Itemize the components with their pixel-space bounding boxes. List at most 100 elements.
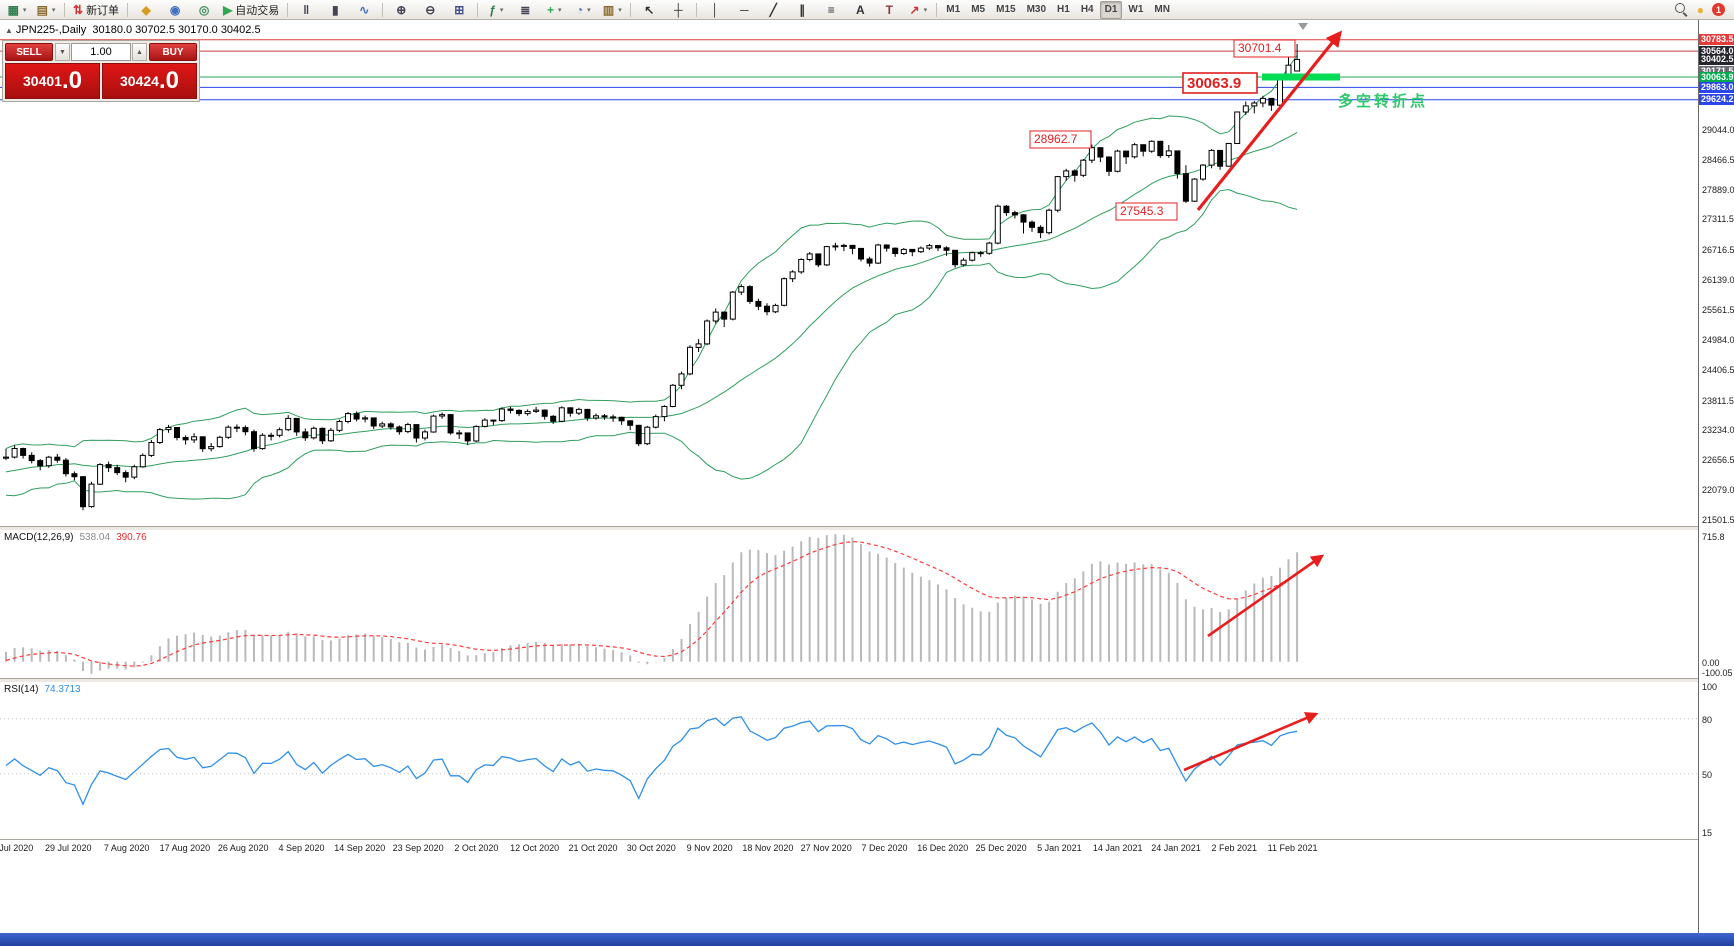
- new-chart-icon[interactable]: ▦ ▾: [3, 0, 31, 19]
- bar-chart-mode-icon: ‖: [303, 2, 310, 17]
- macd-trend-arrow[interactable]: [1207, 554, 1325, 638]
- autotrading-button: ▶: [223, 2, 233, 17]
- macd-chart: [5, 534, 1325, 674]
- turning-point-text[interactable]: 多空转折点: [1338, 92, 1428, 110]
- price-scale[interactable]: 29044.0 28466.5 27889.0 27311.5 26716.5 26139…: [1698, 20, 1734, 933]
- timeframe-m1[interactable]: M1: [946, 4, 961, 15]
- horizontal-line-icon[interactable]: ─: [730, 0, 758, 19]
- candlestick-chart[interactable]: 30701.4 30063.9 28962.7 27545.3 多空转折点: [0, 20, 1698, 526]
- dropdown-arrow-icon[interactable]: ▾: [618, 6, 622, 14]
- candlestick-mode-icon[interactable]: ▮: [321, 0, 349, 19]
- timeframe-w1[interactable]: W1: [1128, 4, 1144, 15]
- timeframe-m15[interactable]: M15: [996, 4, 1016, 15]
- objects-list-icon[interactable]: ≣: [511, 0, 539, 19]
- zoom-in-icon[interactable]: ⊕: [387, 0, 415, 19]
- cursor-icon: ↖: [644, 2, 655, 17]
- dropdown-arrow-icon[interactable]: ▾: [51, 6, 56, 14]
- chart-shift-marker[interactable]: [1298, 23, 1308, 30]
- toolbar-separator: [696, 2, 698, 17]
- volume-input[interactable]: [71, 43, 131, 61]
- svg-text:30701.4: 30701.4: [1238, 41, 1282, 55]
- rsi-label: RSI(14) 74.3713: [4, 684, 81, 695]
- dropdown-arrow-icon[interactable]: ▾: [587, 6, 591, 14]
- arrows-tool-icon[interactable]: ↗ ▾: [904, 0, 932, 19]
- new-order-button[interactable]: ⇅ 新订单: [69, 0, 123, 19]
- toolbar-separator: [127, 2, 129, 17]
- volume-decrease-button[interactable]: ▼: [55, 43, 70, 61]
- vertical-line-icon[interactable]: │: [701, 0, 729, 19]
- price-marker: 30783.5: [1699, 34, 1734, 46]
- timeframe-h4[interactable]: H4: [1080, 4, 1094, 15]
- notification-badge[interactable]: 1: [1712, 3, 1725, 16]
- main-chart-plot[interactable]: 30701.4 30063.9 28962.7 27545.3 多空转折点: [0, 20, 1698, 526]
- date-axis[interactable]: 20 Jul 2020 29 Jul 2020 7 Aug 2020 17 Aug 2…: [0, 839, 1698, 858]
- tile-windows-icon[interactable]: ⊞: [445, 0, 473, 19]
- search-icon[interactable]: [1674, 2, 1689, 17]
- bid-price[interactable]: 30401.0: [5, 63, 100, 99]
- dropdown-arrow-icon[interactable]: ▾: [923, 6, 928, 14]
- price-marker: 30063.9: [1699, 71, 1734, 83]
- rsi-value: 74.3713: [44, 684, 81, 695]
- horizontal-lines[interactable]: [0, 39, 1698, 101]
- price-tick: 29044.0: [1702, 124, 1734, 135]
- text-icon[interactable]: A: [846, 0, 874, 19]
- rsi-panel[interactable]: RSI(14) 74.3713: [0, 682, 1698, 838]
- indicators-icon[interactable]: ƒ ▾: [482, 0, 510, 19]
- fibonacci-icon[interactable]: ≡: [817, 0, 845, 19]
- date-tick: 24 Jan 2021: [1151, 843, 1201, 853]
- community-icon[interactable]: ●: [1696, 2, 1704, 17]
- templates-icon[interactable]: ▥ ▾: [598, 0, 626, 19]
- periods-icon[interactable]: ◔ ▾: [569, 0, 597, 19]
- macd-panel[interactable]: MACD(12,26,9) 538.04 390.76: [0, 530, 1698, 678]
- ask-price[interactable]: 30424.0: [102, 63, 197, 99]
- bollinger-bands: [5, 55, 1298, 500]
- new-chart-icon: ▦: [7, 2, 19, 17]
- dropdown-arrow-icon[interactable]: ▾: [22, 6, 27, 14]
- data-window-icon[interactable]: ◉: [161, 0, 189, 19]
- strategy-tester-icon[interactable]: ◎: [190, 0, 218, 19]
- line-chart-mode-icon: ∿: [359, 2, 370, 17]
- dropdown-arrow-icon[interactable]: ▾: [558, 6, 562, 14]
- dropdown-arrow-icon[interactable]: ▾: [499, 6, 504, 14]
- line-chart-mode-icon[interactable]: ∿: [350, 0, 378, 19]
- cursor-icon[interactable]: ↖: [635, 0, 663, 19]
- volume-increase-button[interactable]: ▲: [132, 43, 147, 61]
- timeframe-mn[interactable]: MN: [1154, 4, 1170, 15]
- date-tick: 5 Jan 2021: [1037, 843, 1082, 853]
- profiles-icon[interactable]: ▤ ▾: [32, 0, 60, 19]
- crosshair-icon[interactable]: ┼: [664, 0, 692, 19]
- price-tick: 24406.5: [1702, 364, 1734, 375]
- sell-button[interactable]: SELL: [5, 43, 53, 61]
- zoom-out-icon[interactable]: ⊖: [416, 0, 444, 19]
- autotrading-button[interactable]: ▶ 自动交易: [219, 0, 283, 19]
- date-tick: 27 Nov 2020: [800, 843, 852, 853]
- timeframe-h1[interactable]: H1: [1057, 4, 1070, 15]
- trendline-icon[interactable]: ╱: [759, 0, 787, 19]
- mql5-market-icon[interactable]: ◆: [132, 0, 160, 19]
- price-tick: 715.8: [1702, 532, 1725, 542]
- horizontal-line-icon: ─: [740, 2, 749, 17]
- timeframe-d1[interactable]: D1: [1099, 0, 1123, 19]
- buy-button[interactable]: BUY: [149, 43, 197, 61]
- price-tick: 26716.5: [1702, 245, 1734, 256]
- price-tick: 28466.5: [1702, 154, 1734, 165]
- channel-icon[interactable]: ∥: [788, 0, 816, 19]
- templates-icon: ▥: [602, 2, 615, 17]
- add-indicator-icon[interactable]: + ▾: [540, 0, 568, 19]
- zoom-out-icon: ⊖: [425, 2, 436, 17]
- one-click-trading-panel: SELL ▼ ▲ BUY 30401.0 30424.0: [2, 40, 200, 102]
- price-tick: 23811.5: [1702, 395, 1734, 406]
- channel-icon: ∥: [799, 2, 806, 17]
- one-click-collapse-icon[interactable]: ▲: [5, 26, 13, 35]
- trend-arrow[interactable]: [1196, 30, 1343, 212]
- bar-chart-mode-icon[interactable]: ‖: [292, 0, 320, 19]
- macd-signal-value: 390.76: [116, 532, 147, 543]
- mql5-market-icon: ◆: [141, 2, 151, 17]
- price-tag-annotations[interactable]: 30701.4 30063.9 28962.7 27545.3: [1029, 39, 1296, 221]
- rsi-trend-arrow[interactable]: [1183, 712, 1319, 772]
- data-window-icon: ◉: [169, 2, 181, 17]
- text-label-icon[interactable]: T: [875, 0, 903, 19]
- timeframe-m5[interactable]: M5: [971, 4, 986, 15]
- macd-histogram: [5, 534, 1299, 674]
- timeframe-m30[interactable]: M30: [1026, 4, 1047, 15]
